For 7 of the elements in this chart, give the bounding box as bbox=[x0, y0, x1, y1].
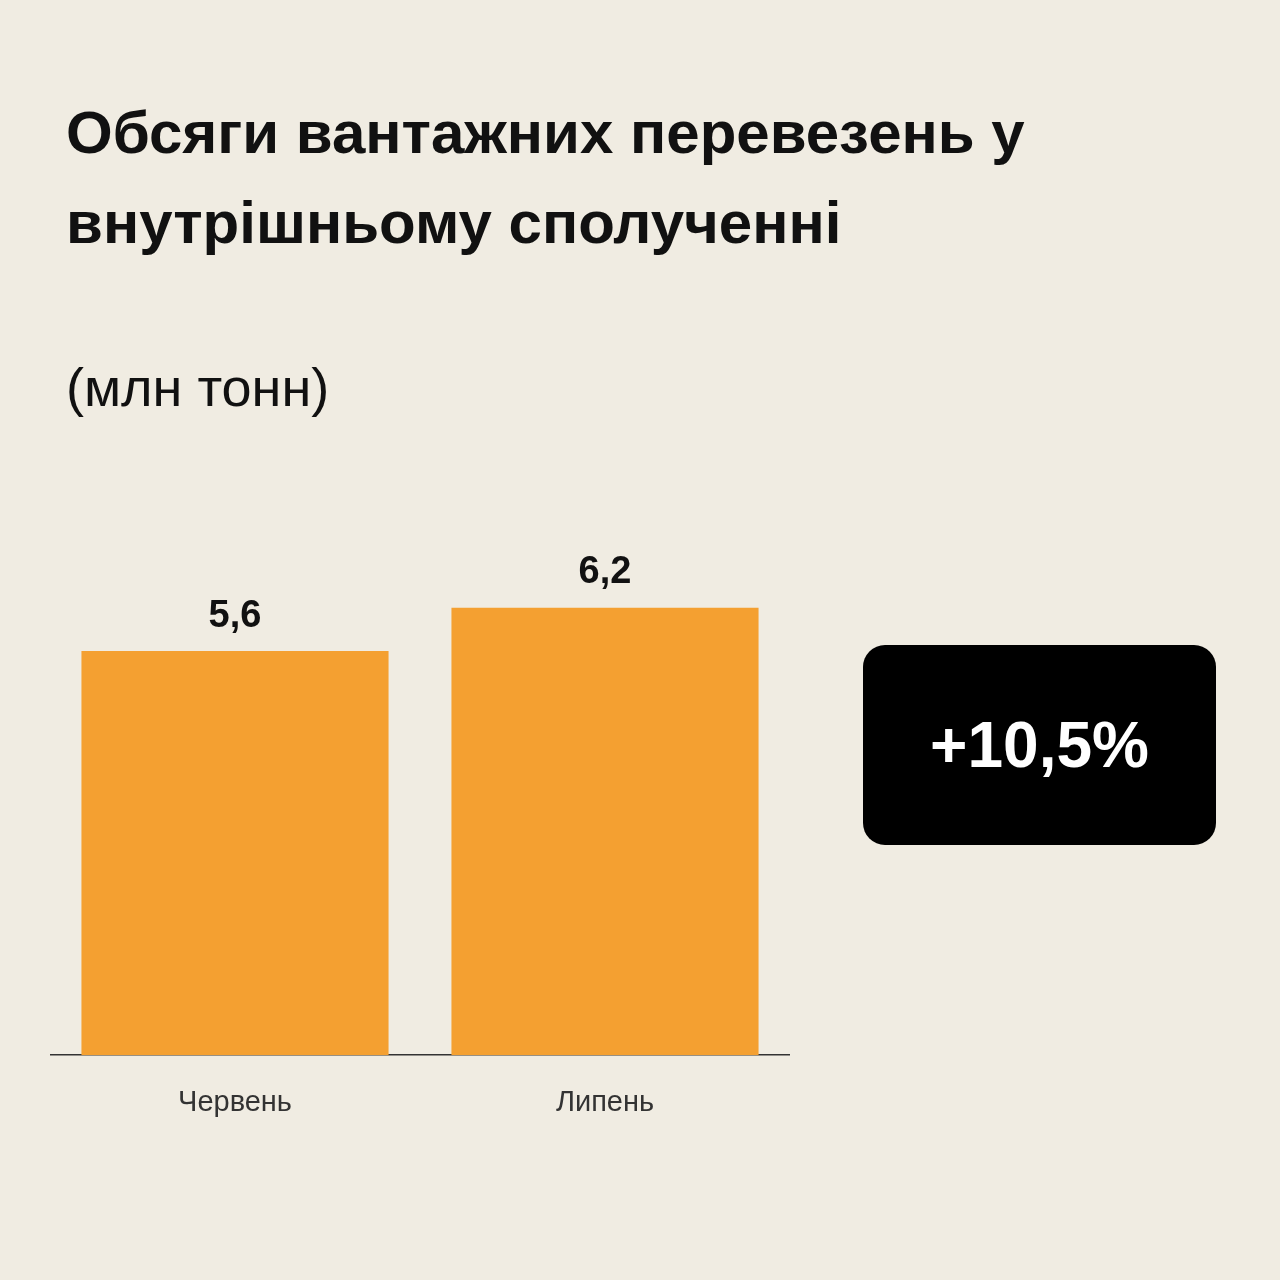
chart-title: Обсяги вантажних перевезень у внутрішньому сполученні bbox=[66, 98, 1026, 258]
data-label: 5,6 bbox=[208, 592, 262, 635]
data-label: 6,2 bbox=[578, 549, 632, 592]
chart-subtitle: (млн тонн) bbox=[66, 356, 330, 418]
x-tick-label: Червень bbox=[178, 1084, 292, 1117]
x-tick-label: Липень bbox=[555, 1084, 655, 1117]
text: +10,5% bbox=[863, 645, 1216, 845]
